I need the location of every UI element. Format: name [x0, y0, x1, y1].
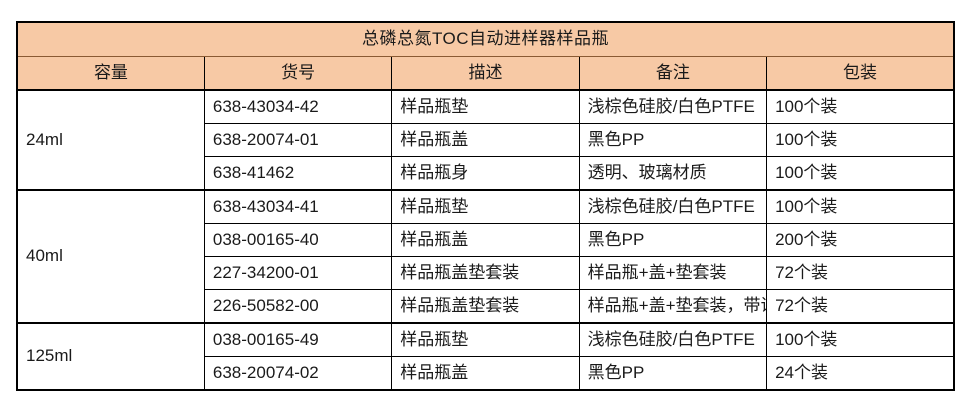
- cell-description: 样品瓶盖: [391, 223, 580, 257]
- table-row: 638-20074-01 样品瓶盖 黑色PP 100个装: [17, 123, 955, 157]
- product-spec-table: 总磷总氮TOC自动进样器样品瓶 容量 货号 描述 备注 包装 24ml 638-4…: [16, 21, 955, 391]
- cell-sku: 226-50582-00: [203, 289, 393, 324]
- column-header-capacity: 容量: [16, 56, 205, 91]
- cell-packing: 100个装: [766, 189, 955, 224]
- table-body: 总磷总氮TOC自动进样器样品瓶 容量 货号 描述 备注 包装 24ml 638-4…: [16, 21, 955, 391]
- cell-packing: 72个装: [766, 256, 955, 290]
- cell-packing: 100个装: [766, 156, 955, 191]
- cell-packing: 100个装: [766, 322, 955, 357]
- cell-packing: 72个装: [766, 289, 955, 324]
- title-row: 总磷总氮TOC自动进样器样品瓶: [16, 21, 955, 57]
- cell-packing: 200个装: [766, 223, 955, 257]
- cell-capacity: 125ml: [16, 322, 205, 391]
- cell-sku: 038-00165-40: [203, 223, 393, 257]
- cell-remark: 浅棕色硅胶/白色PTFE: [578, 89, 768, 124]
- column-header-description: 描述: [391, 56, 580, 91]
- cell-description: 样品瓶盖: [391, 356, 580, 391]
- column-header-remark: 备注: [578, 56, 768, 91]
- cell-remark: 黑色PP: [578, 356, 768, 391]
- cell-description: 样品瓶盖垫套装: [391, 289, 580, 324]
- cell-packing: 100个装: [766, 89, 955, 124]
- cell-description: 样品瓶盖垫套装: [391, 256, 580, 290]
- cell-sku: 638-43034-42: [203, 89, 393, 124]
- cell-remark: 样品瓶+盖+垫套装，带证书: [578, 289, 768, 324]
- column-header-packing: 包装: [766, 56, 955, 91]
- cell-sku: 638-41462: [203, 156, 393, 191]
- cell-packing: 24个装: [766, 356, 955, 391]
- cell-remark: 黑色PP: [578, 123, 768, 157]
- table-row: 24ml 638-43034-42 样品瓶垫 浅棕色硅胶/白色PTFE 100个装: [16, 89, 955, 191]
- cell-remark: 样品瓶+盖+垫套装: [578, 256, 768, 290]
- table-row: 227-34200-01 样品瓶盖垫套装 样品瓶+盖+垫套装 72个装: [17, 256, 955, 290]
- cell-remark: 透明、玻璃材质: [578, 156, 768, 191]
- column-header-sku: 货号: [203, 56, 393, 91]
- table-row: 125ml 038-00165-49 样品瓶垫 浅棕色硅胶/白色PTFE 100个装: [16, 322, 955, 391]
- table-row: 038-00165-40 样品瓶盖 黑色PP 200个装: [17, 223, 955, 257]
- cell-capacity: 40ml: [16, 189, 205, 324]
- cell-description: 样品瓶盖: [391, 123, 580, 157]
- cell-description: 样品瓶垫: [391, 89, 580, 124]
- cell-remark: 黑色PP: [578, 223, 768, 257]
- cell-description: 样品瓶垫: [391, 322, 580, 357]
- cell-sku: 038-00165-49: [203, 322, 393, 357]
- cell-remark: 浅棕色硅胶/白色PTFE: [578, 322, 768, 357]
- header-row: 容量 货号 描述 备注 包装: [16, 56, 955, 91]
- cell-remark: 浅棕色硅胶/白色PTFE: [578, 189, 768, 224]
- cell-packing: 100个装: [766, 123, 955, 157]
- table-row: 40ml 638-43034-41 样品瓶垫 浅棕色硅胶/白色PTFE 100个装: [16, 189, 955, 324]
- table-title: 总磷总氮TOC自动进样器样品瓶: [16, 21, 955, 57]
- cell-sku: 638-20074-02: [203, 356, 393, 391]
- cell-description: 样品瓶身: [391, 156, 580, 191]
- table-row: 638-20074-02 样品瓶盖 黑色PP 24个装: [17, 356, 955, 391]
- table-row: 638-41462 样品瓶身 透明、玻璃材质 100个装: [17, 156, 955, 191]
- cell-sku: 227-34200-01: [203, 256, 393, 290]
- cell-sku: 638-43034-41: [203, 189, 393, 224]
- cell-capacity: 24ml: [16, 89, 205, 191]
- cell-description: 样品瓶垫: [391, 189, 580, 224]
- cell-sku: 638-20074-01: [203, 123, 393, 157]
